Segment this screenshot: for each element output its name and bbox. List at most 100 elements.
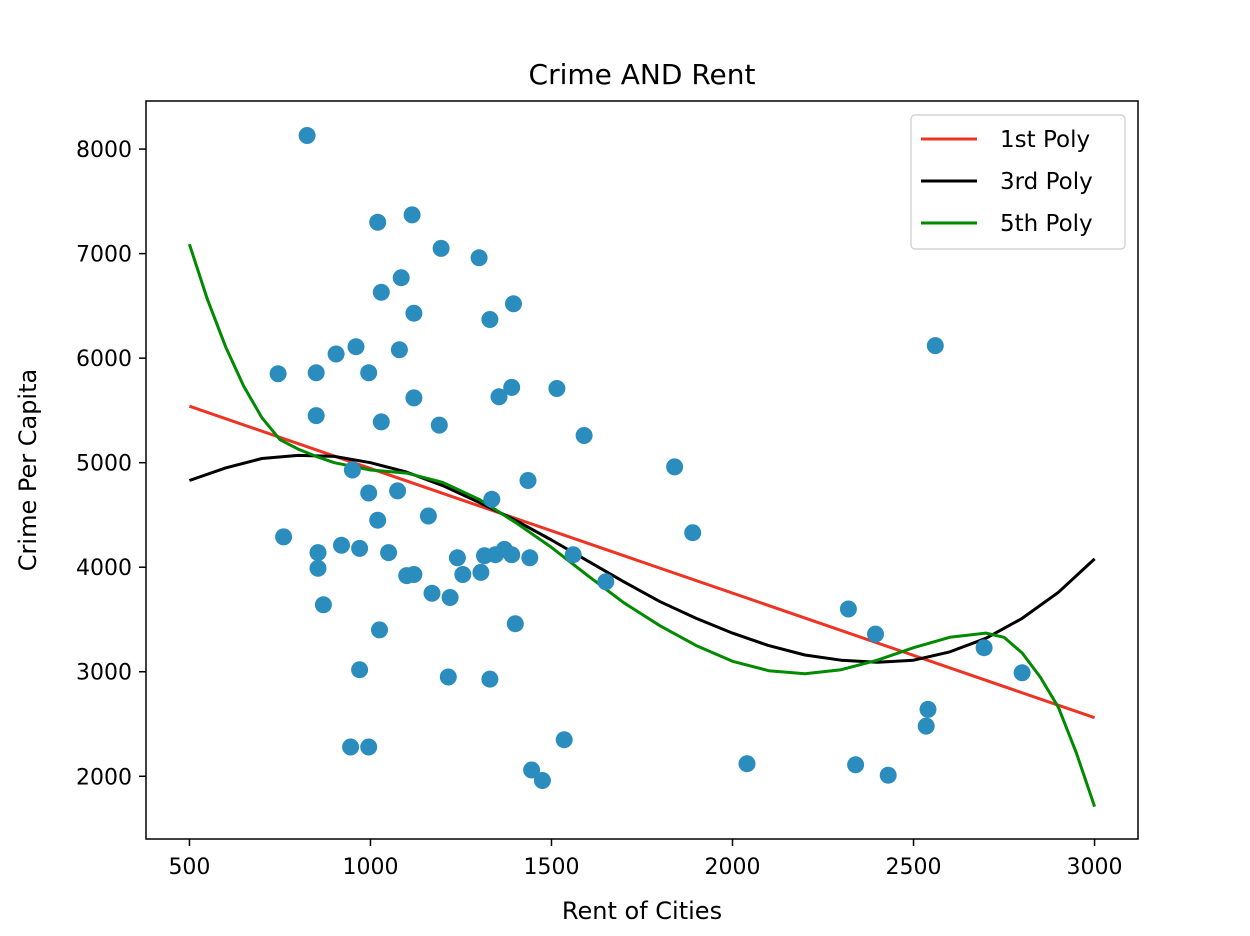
scatter-point xyxy=(521,549,539,567)
scatter-point xyxy=(879,766,897,784)
scatter-point xyxy=(483,490,501,508)
scatter-point xyxy=(441,589,459,606)
scatter-point xyxy=(423,584,441,602)
y-tick-label: 8000 xyxy=(76,138,132,163)
scatter-point xyxy=(847,756,865,774)
scatter-point xyxy=(548,380,566,397)
scatter-point xyxy=(448,549,466,567)
plot-area xyxy=(187,127,1097,808)
scatter-point xyxy=(684,524,702,542)
scatter-point xyxy=(486,546,504,564)
scatter-point xyxy=(503,546,521,564)
scatter-point xyxy=(505,295,522,313)
x-tick-label: 1000 xyxy=(342,855,398,880)
scatter-point xyxy=(405,304,423,322)
scatter-point xyxy=(307,407,325,425)
scatter-point xyxy=(343,461,361,479)
x-tick-label: 3000 xyxy=(1067,855,1123,880)
scatter-point xyxy=(430,416,448,434)
y-tick-label: 3000 xyxy=(76,661,132,686)
scatter-point xyxy=(1013,664,1031,682)
scatter-point xyxy=(523,761,541,779)
scatter-point xyxy=(351,661,369,679)
scatter-point xyxy=(519,472,537,489)
scatter-point xyxy=(490,388,508,406)
scatter-point xyxy=(392,269,410,287)
scatter-point xyxy=(666,458,684,476)
scatter-point xyxy=(533,772,551,789)
scatter-points xyxy=(269,127,1031,789)
scatter-point xyxy=(867,625,884,643)
x-axis-label: Rent of Cities xyxy=(562,897,722,925)
scatter-point xyxy=(380,544,398,562)
scatter-point xyxy=(405,566,423,583)
x-axis: 500 1000 1500 2000 2500 3000 xyxy=(168,839,1123,880)
scatter-point xyxy=(342,738,360,756)
scatter-point xyxy=(975,639,993,657)
y-tick-label: 5000 xyxy=(76,452,132,477)
scatter-point xyxy=(307,364,325,382)
scatter-point xyxy=(369,213,387,231)
x-tick-label: 1500 xyxy=(523,855,579,880)
scatter-point xyxy=(275,528,293,546)
scatter-point xyxy=(839,600,857,618)
y-axis-label: Crime Per Capita xyxy=(14,369,42,571)
x-tick-label: 500 xyxy=(168,855,210,880)
scatter-point xyxy=(564,546,582,564)
scatter-point xyxy=(360,738,378,756)
scatter-point xyxy=(555,731,573,749)
scatter-point xyxy=(481,670,499,688)
y-tick-label: 4000 xyxy=(76,556,132,581)
scatter-point xyxy=(333,536,350,554)
scatter-point xyxy=(327,345,345,363)
scatter-point xyxy=(506,615,524,633)
scatter-point xyxy=(405,389,423,407)
line-5th-poly xyxy=(187,243,1097,808)
y-tick-label: 2000 xyxy=(76,765,132,790)
scatter-point xyxy=(371,621,388,639)
scatter-point xyxy=(309,544,327,562)
scatter-point xyxy=(472,563,490,581)
x-tick-label: 2000 xyxy=(705,855,761,880)
scatter-point xyxy=(481,311,499,328)
y-axis: 2000 3000 4000 5000 6000 7000 8000 xyxy=(76,138,146,790)
scatter-point xyxy=(389,482,407,500)
scatter-point xyxy=(369,511,387,529)
scatter-point xyxy=(360,484,378,502)
scatter-point xyxy=(390,341,408,359)
poly-fit-lines xyxy=(187,243,1097,808)
legend-label-5th-poly: 5th Poly xyxy=(1000,211,1093,237)
scatter-point xyxy=(419,507,437,525)
legend-box xyxy=(910,114,1126,250)
scatter-point xyxy=(347,338,365,356)
scatter-point xyxy=(919,700,937,718)
scatter-point xyxy=(439,668,457,686)
scatter-point xyxy=(926,337,944,355)
scatter-point xyxy=(597,573,615,591)
x-tick-label: 2500 xyxy=(886,855,942,880)
scatter-point xyxy=(372,413,390,431)
scatter-point xyxy=(738,755,756,773)
scatter-point xyxy=(298,127,316,144)
line-3rd-poly xyxy=(188,453,1096,664)
scatter-point xyxy=(503,378,521,396)
legend-label-3rd-poly: 3rd Poly xyxy=(1000,169,1093,195)
legend-label-1st-poly: 1st Poly xyxy=(1000,127,1090,153)
scatter-point xyxy=(917,717,935,735)
scatter-point xyxy=(403,206,421,224)
scatter-point xyxy=(470,249,488,267)
scatter-point xyxy=(269,365,287,383)
scatter-point xyxy=(314,596,332,614)
legend: 1st Poly 3rd Poly 5th Poly xyxy=(910,114,1126,250)
chart-title: Crime AND Rent xyxy=(529,58,756,91)
scatter-point xyxy=(360,364,378,382)
scatter-point xyxy=(432,239,450,257)
y-tick-label: 7000 xyxy=(76,243,132,268)
scatter-point xyxy=(454,566,472,583)
scatter-point xyxy=(309,559,327,577)
y-tick-label: 6000 xyxy=(76,347,132,372)
scatter-point xyxy=(372,283,390,301)
scatter-point xyxy=(575,427,593,444)
scatter-point xyxy=(351,539,369,557)
